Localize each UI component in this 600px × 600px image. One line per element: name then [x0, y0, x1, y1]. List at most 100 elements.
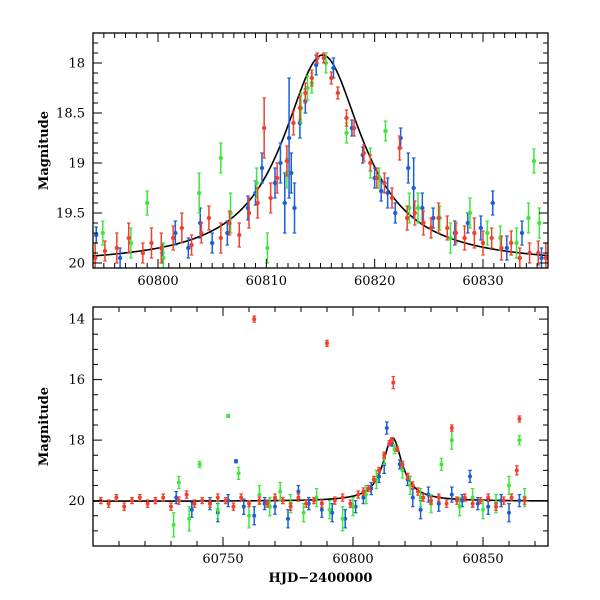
red-data-point: [176, 496, 181, 505]
red-data-point: [416, 487, 420, 496]
blue-data-point: [94, 226, 99, 244]
red-data-point: [252, 315, 257, 323]
blue-data-point: [410, 487, 415, 508]
red-data-point: [106, 499, 111, 508]
y-tick-label: 16: [68, 373, 85, 388]
red-data-point: [351, 119, 357, 137]
blue-data-point: [449, 486, 454, 503]
red-data-point: [200, 496, 205, 505]
green-data-point: [301, 503, 306, 523]
red-data-point: [462, 225, 467, 251]
x-tick-label: 60830: [462, 274, 503, 289]
red-data-point: [153, 496, 158, 505]
blue-data-point: [292, 182, 297, 234]
red-data-point: [149, 227, 154, 259]
green-data-point: [196, 172, 202, 214]
blue-data-point: [225, 220, 230, 246]
blue-data-point: [519, 220, 525, 246]
y-tick-label: 19: [68, 157, 85, 172]
red-data-point: [517, 415, 522, 423]
green-data-point: [171, 512, 176, 538]
red-data-point: [400, 460, 405, 468]
blue-data-point: [286, 509, 290, 529]
red-data-point: [361, 487, 366, 496]
blue-data-point: [234, 459, 238, 464]
blue-data-point: [468, 469, 472, 484]
blue-data-point: [517, 493, 522, 508]
data-points-layer: [93, 52, 548, 268]
green-data-point: [128, 227, 134, 259]
green-data-point: [340, 506, 345, 532]
green-data-point: [236, 466, 241, 481]
red-data-point: [480, 230, 486, 256]
red-data-point: [261, 97, 267, 159]
red-data-point: [395, 446, 400, 453]
y-tick-label: 20: [68, 494, 85, 509]
y-tick-label: 18: [68, 57, 85, 72]
red-data-point: [296, 493, 301, 502]
green-data-point: [176, 475, 181, 490]
plot-frame: [92, 306, 549, 547]
blue-data-point: [117, 247, 123, 268]
red-data-point: [274, 162, 280, 194]
red-data-point: [453, 222, 459, 244]
green-data-point: [481, 500, 485, 520]
y-tick-label: 18: [68, 434, 85, 449]
red-data-point: [344, 109, 349, 127]
red-data-point: [371, 475, 376, 484]
red-data-point: [247, 500, 251, 508]
red-data-point: [374, 167, 380, 189]
red-data-point: [382, 451, 387, 459]
red-data-point: [514, 465, 519, 476]
red-data-point: [348, 499, 353, 508]
green-data-point: [314, 487, 319, 508]
red-data-point: [169, 502, 173, 511]
full-light-curve-panel: 60750 60800 60850 14 16 18 20 Magnitude HJD−24…: [37, 306, 549, 586]
red-data-point: [170, 225, 176, 251]
blue-data-point: [539, 247, 544, 268]
green-data-point: [100, 220, 105, 246]
model-layer: [93, 436, 548, 502]
zoomed-light-curve-panel: 60800 60810 60820 60830 18 18.5 19 19.5 20 Magni…: [37, 32, 549, 289]
red-data-point: [509, 493, 514, 502]
red-band-series: [98, 315, 527, 511]
red-data-point: [389, 187, 395, 209]
red-data-point: [130, 496, 134, 505]
blue-data-point: [478, 215, 484, 241]
blue-data-point: [189, 501, 194, 518]
blue-data-point: [272, 167, 278, 199]
blue-data-point: [507, 503, 511, 523]
red-data-point: [218, 222, 224, 254]
red-data-point: [335, 86, 341, 100]
y-axis-title: Magnitude: [37, 387, 52, 466]
red-data-point: [312, 496, 316, 505]
blue-data-point: [286, 77, 292, 199]
blue-data-point: [384, 421, 389, 435]
green-data-point: [144, 190, 150, 216]
green-data-point: [218, 142, 224, 174]
blue-data-point: [241, 498, 246, 515]
red-data-point: [223, 496, 228, 505]
red-data-point: [397, 135, 402, 161]
blue-data-point: [186, 237, 191, 259]
green-data-point: [323, 52, 329, 74]
red-data-point: [184, 490, 189, 499]
blue-data-point: [378, 180, 384, 202]
red-data-point: [325, 339, 329, 347]
red-data-point: [377, 466, 381, 474]
red-data-point: [199, 222, 204, 244]
red-data-point: [368, 154, 373, 172]
green-data-point: [327, 500, 332, 520]
red-data-point: [489, 227, 494, 249]
red-data-point: [268, 182, 273, 214]
red-data-point: [114, 232, 120, 264]
blue-data-point: [278, 142, 283, 184]
red-data-point: [445, 215, 450, 241]
red-data-point: [265, 499, 270, 508]
red-data-point: [237, 222, 242, 248]
x-tick-label: 60800: [332, 552, 373, 567]
red-data-point: [455, 496, 459, 505]
y-tick-label: 20: [68, 257, 85, 272]
green-data-point: [305, 75, 310, 101]
blue-data-point: [406, 152, 411, 184]
